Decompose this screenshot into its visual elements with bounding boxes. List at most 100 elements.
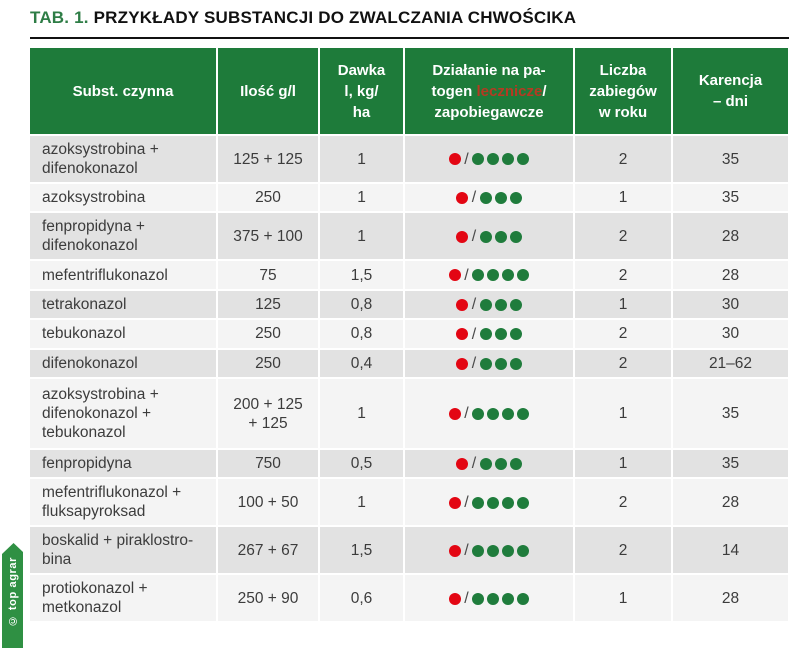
preventive-dot: [517, 544, 530, 557]
preventive-dot: [494, 328, 507, 341]
waiting-period-cell: 28: [673, 261, 788, 289]
preventive-dot: [509, 328, 522, 341]
dot-separator: /: [464, 150, 469, 168]
curative-dot: [456, 328, 469, 341]
treatments-cell: 1: [575, 379, 671, 449]
curative-dot: [456, 357, 469, 370]
amount-cell: 125: [218, 290, 318, 319]
table-row: difenokonazol 250 0,4 / 2 21–62: [30, 349, 788, 378]
substance-cell: azoksystrobina: [30, 184, 216, 212]
dose-cell: 0,5: [320, 450, 403, 478]
curative-dot: [448, 496, 461, 509]
curative-dot: [448, 407, 461, 420]
table-row: tetrakonazol 125 0,8 / 1 30: [30, 290, 788, 319]
preventive-dot: [487, 269, 500, 282]
preventive-dot: [502, 592, 515, 605]
amount-cell: 200 + 125 + 125: [218, 379, 318, 449]
action-rating-cell: /: [405, 450, 573, 478]
treatments-cell: 1: [575, 290, 671, 319]
preventive-dot: [479, 191, 492, 204]
treatments-cell: 1: [575, 575, 671, 622]
substance-cell: mefentriflukonazol + fluksapyroksad: [30, 479, 216, 526]
preventive-dot: [502, 269, 515, 282]
waiting-period-cell: 35: [673, 379, 788, 449]
preventive-dot: [487, 496, 500, 509]
dot-separator: /: [464, 405, 469, 423]
table-number-label: TAB. 1.: [30, 8, 89, 27]
table-row: protiokonazol + metkonazol 250 + 90 0,6 / 1 28: [30, 575, 788, 622]
header-treatments: Liczba zabiegów w roku: [575, 48, 671, 134]
header-substance: Subst. czynna: [30, 48, 216, 134]
waiting-period-cell: 14: [673, 527, 788, 574]
action-rating-cell: /: [405, 479, 573, 526]
dot-separator: /: [471, 355, 477, 373]
treatments-cell: 1: [575, 184, 671, 212]
curative-dot: [456, 298, 469, 311]
dose-cell: 1: [320, 136, 403, 182]
dose-cell: 1: [320, 184, 403, 212]
curative-dot: [456, 230, 469, 243]
preventive-dot: [509, 357, 522, 370]
treatments-cell: 2: [575, 527, 671, 574]
header-action-line2-pre: togen: [431, 82, 477, 100]
action-rating-cell: /: [405, 184, 573, 212]
substance-cell: azoksystrobina + difenokonazol: [30, 136, 216, 182]
table-row: azoksystrobina 250 1/1 35: [30, 184, 788, 212]
substances-table: Subst. czynna Ilość g/l Dawka l, kg/ha Dz…: [28, 46, 790, 624]
table-title-text: PRZYKŁADY SUBSTANCJI DO ZWALCZANIA CHWOŚ…: [93, 8, 577, 27]
publisher-watermark-text: © top agrar: [6, 556, 19, 627]
preventive-dot: [487, 407, 500, 420]
waiting-period-cell: 35: [673, 450, 788, 478]
action-rating-cell: /: [405, 349, 573, 378]
treatments-cell: 2: [575, 213, 671, 260]
preventive-dot: [517, 496, 530, 509]
preventive-dot: [502, 407, 515, 420]
dot-separator: /: [471, 325, 477, 343]
preventive-dot: [517, 153, 530, 166]
waiting-period-cell: 21–62: [673, 349, 788, 378]
preventive-dot: [472, 592, 485, 605]
action-rating-cell: /: [405, 136, 573, 182]
dose-cell: 0,6: [320, 575, 403, 622]
dot-separator: /: [471, 455, 477, 473]
preventive-dot: [517, 269, 530, 282]
preventive-dot: [502, 496, 515, 509]
curative-dot: [456, 191, 469, 204]
header-waiting: Karencja – dni: [673, 48, 788, 134]
table-row: azoksystrobina + difenokonazol 125 + 125 1 /…: [30, 136, 788, 182]
substance-cell: tebukonazol: [30, 320, 216, 348]
waiting-period-cell: 28: [673, 213, 788, 260]
preventive-dot: [472, 407, 485, 420]
dot-separator: /: [464, 542, 469, 560]
dose-cell: 1,5: [320, 527, 403, 574]
substance-cell: tetrakonazol: [30, 290, 216, 319]
dose-cell: 0,8: [320, 320, 403, 348]
substance-cell: protiokonazol + metkonazol: [30, 575, 216, 622]
amount-cell: 250: [218, 184, 318, 212]
substance-cell: fenpropidyna + difenokonazol: [30, 213, 216, 260]
preventive-dot: [479, 357, 492, 370]
dose-cell: 1: [320, 379, 403, 449]
substance-cell: difenokonazol: [30, 349, 216, 378]
treatments-cell: 2: [575, 320, 671, 348]
table-row: tebukonazol 250 0,8 / 2 30: [30, 320, 788, 348]
treatments-cell: 2: [575, 349, 671, 378]
preventive-dot: [509, 298, 522, 311]
action-rating-cell: /: [405, 290, 573, 319]
preventive-dot: [494, 191, 507, 204]
waiting-period-cell: 35: [673, 184, 788, 212]
waiting-period-cell: 30: [673, 290, 788, 319]
preventive-dot: [517, 592, 530, 605]
treatments-cell: 2: [575, 479, 671, 526]
dose-cell: 0,8: [320, 290, 403, 319]
amount-cell: 375 + 100: [218, 213, 318, 260]
table-body: azoksystrobina + difenokonazol 125 + 125 1/…: [30, 136, 788, 622]
header-action-line2-post: /: [542, 82, 547, 100]
preventive-dot: [517, 407, 530, 420]
waiting-period-cell: 28: [673, 575, 788, 622]
dose-cell: 1: [320, 213, 403, 260]
table-row: fenpropidyna 750 0,5 / 1 35: [30, 450, 788, 478]
preventive-dot: [479, 328, 492, 341]
dot-separator: /: [471, 189, 477, 207]
preventive-dot: [472, 269, 485, 282]
